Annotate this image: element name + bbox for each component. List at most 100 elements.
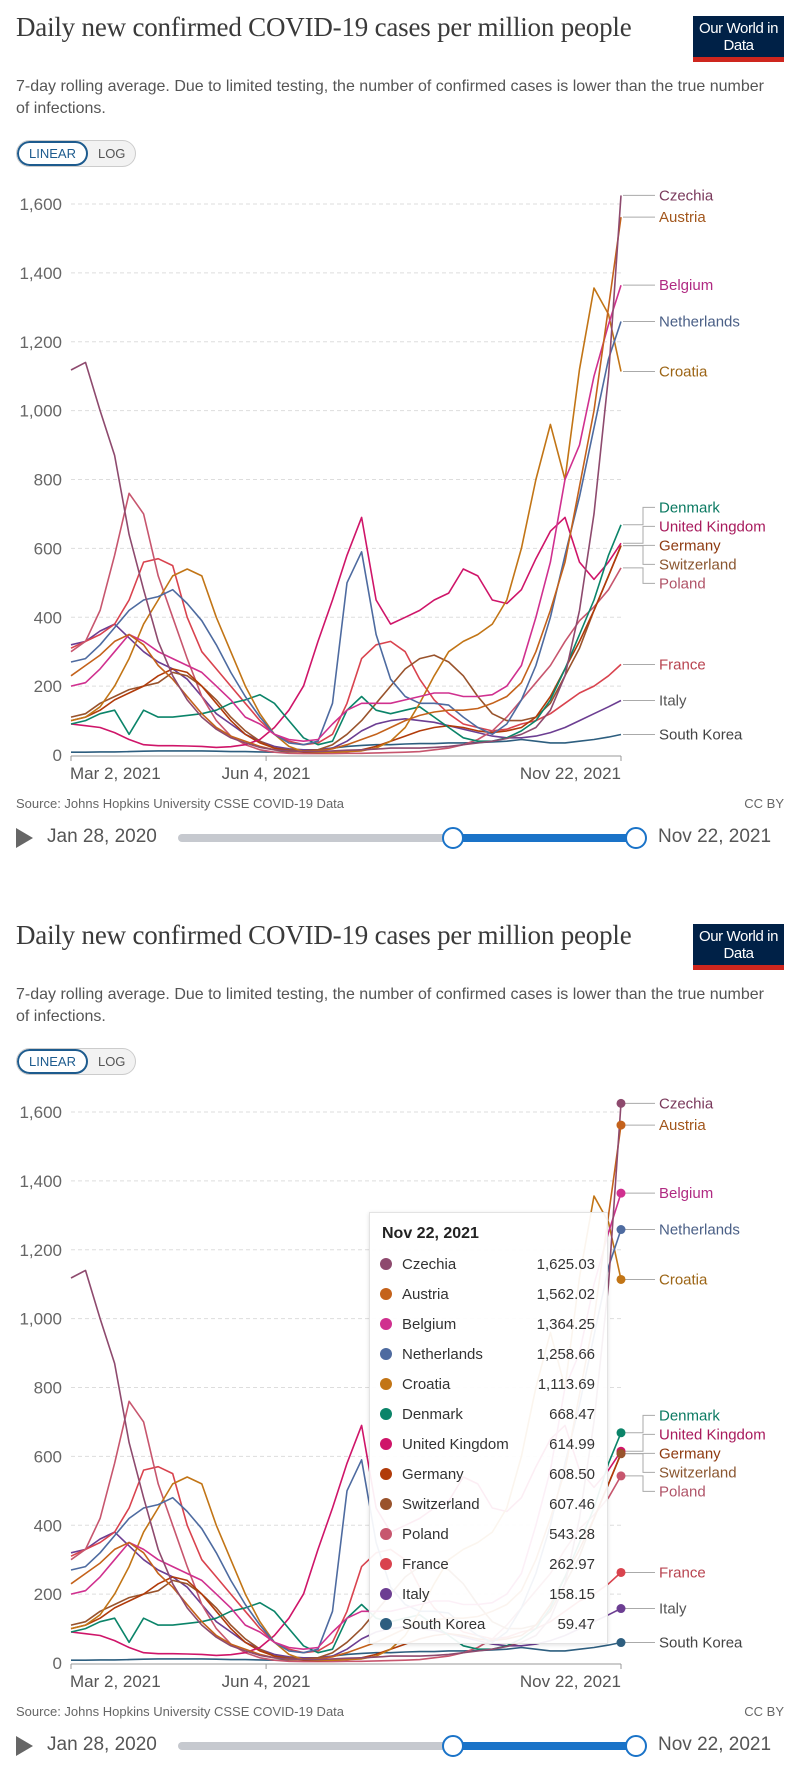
series-line-austria (71, 217, 621, 752)
series-end-label: France (659, 1564, 706, 1581)
x-tick-label: Mar 2, 2021 (70, 764, 161, 783)
timeline-start-date: Jan 28, 2020 (47, 1734, 157, 1756)
series-end-label: Denmark (659, 1407, 720, 1424)
series-color-dot (380, 1408, 392, 1420)
tooltip-country: Belgium (402, 1316, 537, 1333)
series-end-dot (617, 1189, 626, 1198)
y-tick-label: 1,200 (19, 333, 62, 352)
tooltip-value: 614.99 (549, 1436, 595, 1453)
tooltip-value: 1,258.66 (537, 1346, 595, 1363)
label-leader-line (623, 1434, 655, 1451)
chart-panel-2: Daily new confirmed COVID-19 cases per m… (0, 908, 800, 1788)
series-end-dot (617, 1099, 626, 1108)
x-tick-label: Mar 2, 2021 (70, 1672, 161, 1691)
tooltip-country: Switzerland (402, 1496, 549, 1513)
series-color-dot (380, 1318, 392, 1330)
series-color-dot (380, 1528, 392, 1540)
label-leader-line (623, 507, 655, 524)
series-color-dot (380, 1438, 392, 1450)
timeline-selected-range (453, 1742, 636, 1750)
series-end-label: France (659, 656, 706, 673)
timeline-selected-range (453, 834, 636, 842)
tooltip-value: 262.97 (549, 1556, 595, 1573)
series-end-label: Belgium (659, 277, 713, 294)
license-link[interactable]: CC BY (744, 796, 784, 811)
tooltip-value: 1,113.69 (538, 1376, 595, 1393)
x-tick-label: Jun 4, 2021 (222, 764, 311, 783)
tooltip-value: 59.47 (557, 1616, 595, 1633)
tooltip-value: 1,364.25 (537, 1316, 595, 1333)
timeline-slider[interactable] (178, 834, 636, 842)
series-color-dot (380, 1588, 392, 1600)
series-end-label: Czechia (659, 187, 714, 204)
y-tick-label: 1,200 (19, 1241, 62, 1260)
series-color-dot (380, 1348, 392, 1360)
series-color-dot (380, 1558, 392, 1570)
series-color-dot (380, 1288, 392, 1300)
series-end-label: Switzerland (659, 1464, 737, 1481)
y-tick-label: 0 (53, 1654, 62, 1673)
y-tick-label: 1,600 (19, 195, 62, 214)
series-end-label: Belgium (659, 1185, 713, 1202)
play-icon[interactable] (16, 1736, 33, 1756)
timeline-slider[interactable] (178, 1742, 636, 1750)
series-line-czechia (71, 195, 621, 751)
tooltip-value: 607.46 (549, 1496, 595, 1513)
y-tick-label: 200 (34, 677, 62, 696)
series-end-label: Italy (659, 1601, 687, 1618)
series-end-dot (617, 1471, 626, 1480)
timeline-end-date: Nov 22, 2021 (658, 1734, 771, 1756)
tooltip-country: France (402, 1556, 549, 1573)
series-end-label: Switzerland (659, 556, 737, 573)
source-note[interactable]: Source: Johns Hopkins University CSSE CO… (16, 1704, 344, 1719)
series-end-dot (617, 1428, 626, 1437)
tooltip-value: 1,562.02 (537, 1286, 595, 1303)
series-end-label: Netherlands (659, 1222, 740, 1239)
license-link[interactable]: CC BY (744, 1704, 784, 1719)
series-end-dot (617, 1275, 626, 1284)
label-leader-line (623, 546, 655, 565)
tooltip-country: South Korea (402, 1616, 557, 1633)
y-tick-label: 200 (34, 1585, 62, 1604)
timeline-start-handle[interactable] (442, 827, 464, 849)
series-end-label: United Kingdom (659, 518, 766, 535)
y-tick-label: 400 (34, 1516, 62, 1535)
tooltip-value: 543.28 (549, 1526, 595, 1543)
y-tick-label: 600 (34, 1447, 62, 1466)
series-end-label: Netherlands (659, 314, 740, 331)
series-end-label: Croatia (659, 1271, 708, 1288)
y-tick-label: 600 (34, 539, 62, 558)
series-end-label: Austria (659, 1117, 706, 1134)
timeline-end-handle[interactable] (625, 827, 647, 849)
series-end-label: Denmark (659, 499, 720, 516)
x-tick-label: Nov 22, 2021 (520, 764, 621, 783)
series-end-label: South Korea (659, 1635, 743, 1652)
tooltip-country: Germany (402, 1466, 549, 1483)
series-end-dot (617, 1604, 626, 1613)
series-end-label: Czechia (659, 1095, 714, 1112)
series-color-dot (380, 1378, 392, 1390)
timeline-end-handle[interactable] (625, 1735, 647, 1757)
series-end-dot (617, 1568, 626, 1577)
label-leader-line (623, 1454, 655, 1473)
y-tick-label: 0 (53, 746, 62, 765)
tooltip-country: Denmark (402, 1406, 549, 1423)
y-tick-label: 1,600 (19, 1103, 62, 1122)
source-note[interactable]: Source: Johns Hopkins University CSSE CO… (16, 796, 344, 811)
series-color-dot (380, 1618, 392, 1630)
series-color-dot (380, 1468, 392, 1480)
timeline-end-date: Nov 22, 2021 (658, 826, 771, 848)
play-icon[interactable] (16, 828, 33, 848)
series-line-croatia (71, 288, 621, 752)
timeline-start-handle[interactable] (442, 1735, 464, 1757)
series-end-label: South Korea (659, 727, 743, 744)
